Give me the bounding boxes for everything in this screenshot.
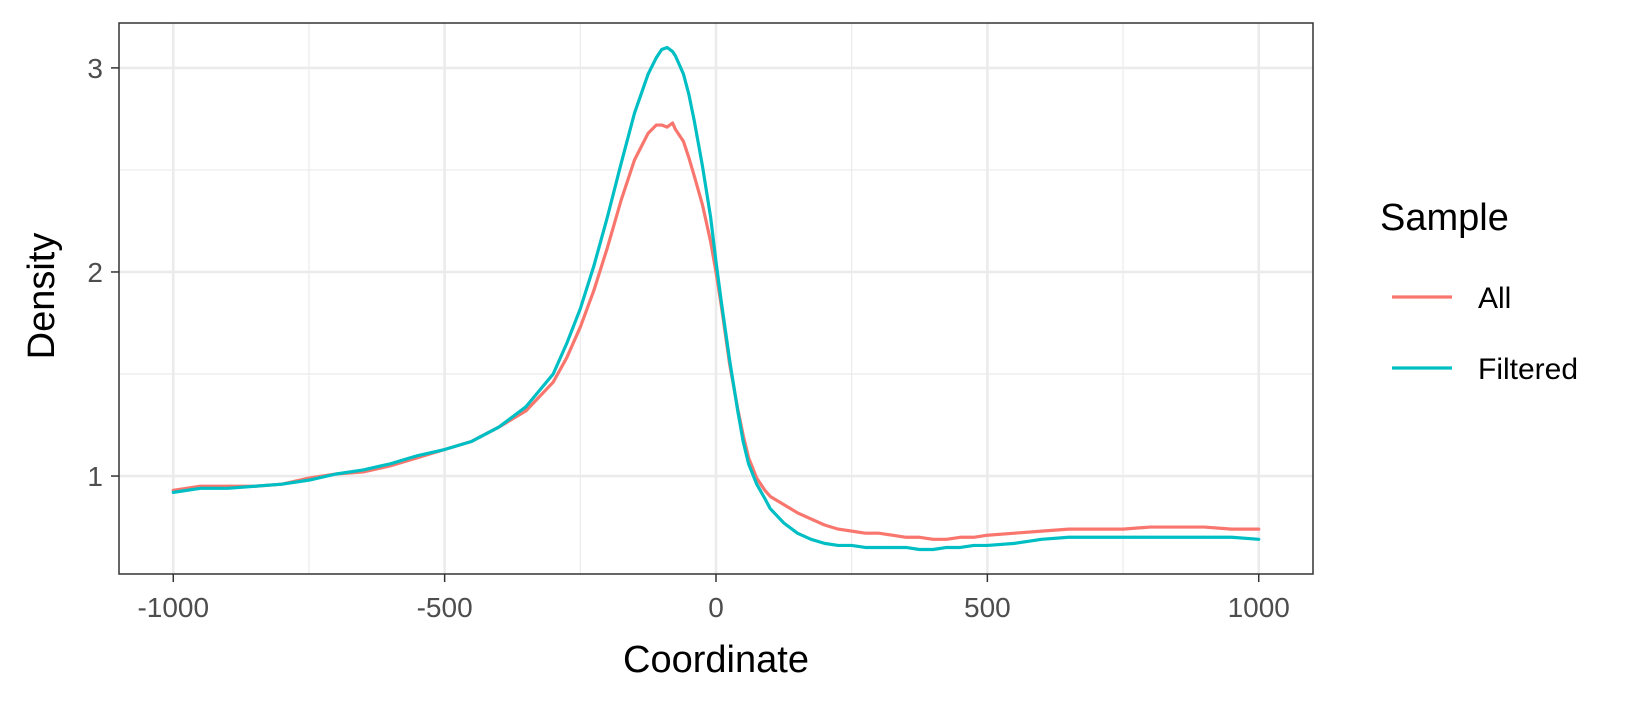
x-tick-label: 500 [964,592,1011,623]
series-layer [171,45,1261,552]
legend: Sample All Filtered [1380,197,1578,386]
y-tick-label: 2 [87,257,103,288]
series-line-filtered [171,45,1261,552]
legend-label-all: All [1478,282,1511,315]
plot-panel [118,22,1314,575]
x-tick-label: 0 [708,592,724,623]
major-gridlines [119,23,1313,574]
legend-title: Sample [1380,197,1509,239]
y-tick-label: 3 [87,53,103,84]
x-tick-label: -1000 [137,592,209,623]
x-axis: -1000 -500 0 500 1000 [137,574,1290,623]
y-tick-label: 1 [87,461,103,492]
y-axis-title: Density [21,233,63,360]
y-axis: 1 2 3 [87,53,119,492]
x-tick-label: 1000 [1228,592,1290,623]
legend-label-filtered: Filtered [1478,353,1578,386]
x-tick-label: -500 [417,592,473,623]
x-axis-title: Coordinate [623,639,809,681]
